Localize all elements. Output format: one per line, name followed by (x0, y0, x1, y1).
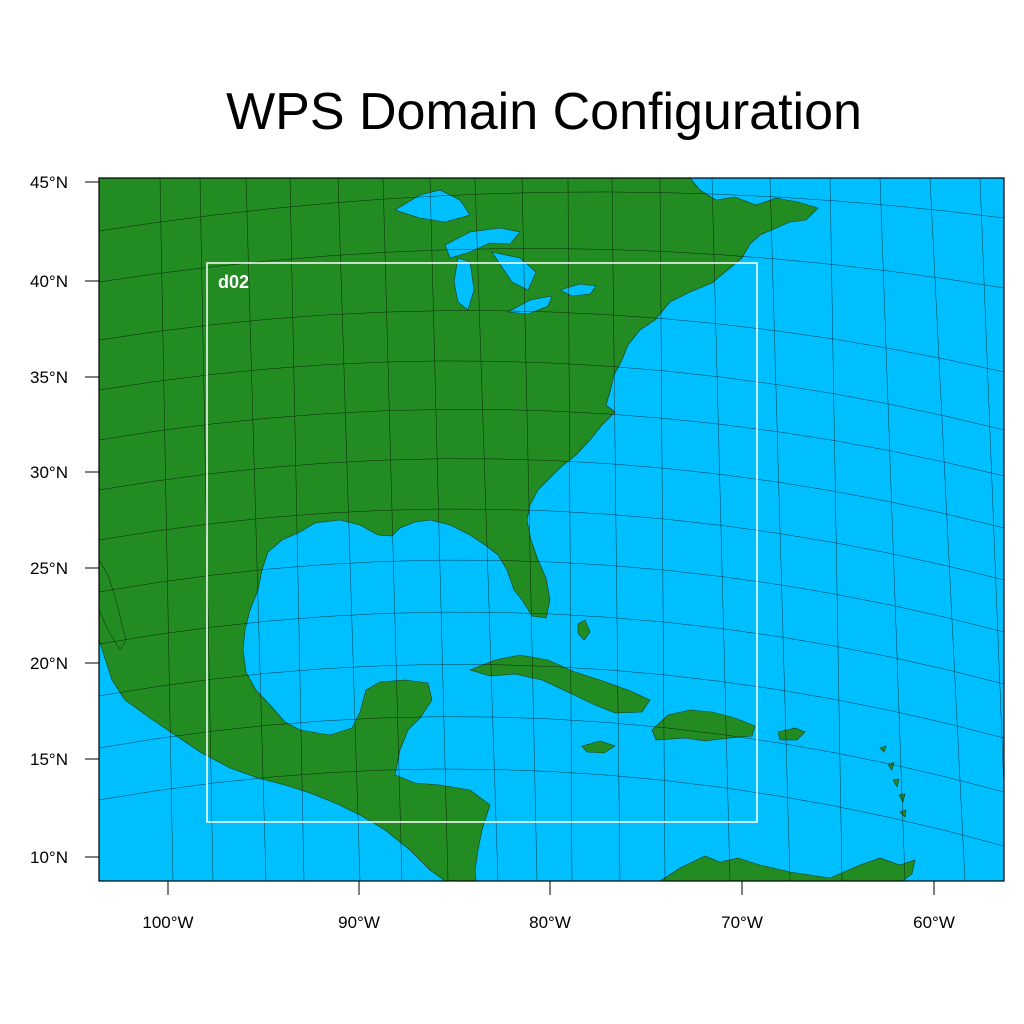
lat-tick-label: 30°N (30, 463, 68, 482)
lat-tick-label: 20°N (30, 654, 68, 673)
lake-ontario (559, 283, 597, 297)
lat-tick-label: 10°N (30, 848, 68, 867)
lat-tick-label: 15°N (30, 750, 68, 769)
lat-tick-label: 35°N (30, 368, 68, 387)
lon-tick-label: 70°W (721, 913, 763, 932)
hudson-bay-inlet (394, 189, 471, 223)
land-north-america (99, 178, 819, 881)
lon-tick-label: 90°W (338, 913, 380, 932)
lake-huron (491, 251, 537, 291)
lake-michigan (453, 257, 475, 311)
lon-tick-labels: 100°W 90°W 80°W 70°W 60°W (142, 913, 954, 932)
lat-tick-label: 45°N (30, 173, 68, 192)
lat-tick-labels: 45°N 40°N 35°N 30°N 25°N 20°N 15°N 10°N (30, 173, 68, 867)
nest-domain-box (206, 262, 758, 823)
map-title: WPS Domain Configuration (226, 83, 862, 141)
nest-domain-label: d02 (218, 272, 249, 292)
lat-tick-label: 25°N (30, 559, 68, 578)
lon-axis (167, 881, 935, 895)
island-puerto-rico (777, 727, 806, 741)
lat-axis (85, 181, 99, 858)
map-frame (98, 177, 1005, 882)
island-jamaica (581, 740, 616, 754)
lat-tick-label: 40°N (30, 272, 68, 291)
lake-superior (444, 227, 521, 259)
island-andros (577, 619, 591, 641)
lon-tick-label: 80°W (529, 913, 571, 932)
land-south-america (659, 855, 916, 881)
lon-tick-label: 60°W (913, 913, 955, 932)
land-baja (99, 559, 127, 651)
lon-tick-label: 100°W (142, 913, 193, 932)
islands-lesser-antilles (879, 745, 907, 818)
island-cuba (469, 654, 651, 714)
